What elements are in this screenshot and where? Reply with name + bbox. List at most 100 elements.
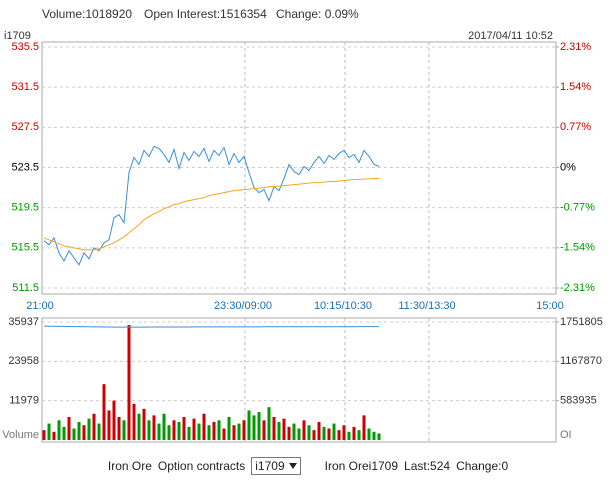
volume-bar [357, 430, 361, 440]
x-tick-label: 21:00 [26, 300, 54, 312]
volume-bar [242, 420, 246, 440]
x-tick-label: 10:15/10:30 [314, 300, 372, 312]
y-tick-label: 523.5 [11, 161, 39, 173]
last: Last:524 [404, 459, 451, 473]
y-tick-label: 23958 [8, 355, 39, 367]
volume-bar [202, 413, 206, 440]
chart: Volume:1018920 Open Interest:1516354 Cha… [2, 7, 603, 443]
volume-bar [322, 426, 326, 440]
y2-tick-label: 1.54% [560, 81, 591, 93]
volume-bar [167, 425, 171, 440]
x-tick-label: 11:30/13:30 [398, 300, 455, 312]
volume-bar [227, 417, 231, 440]
y2-tick-label: -1.54% [560, 242, 595, 254]
y2-tick-label: 0.77% [560, 121, 591, 133]
option-label: Option contracts [157, 459, 246, 473]
volume-bar [222, 428, 226, 440]
y-tick-label: 531.5 [11, 81, 39, 93]
volume-bar [52, 431, 56, 440]
y-tick-label: 11979 [9, 395, 39, 407]
volume-bar [172, 420, 176, 440]
volume-bar [372, 431, 376, 440]
volume-info: Volume:1018920 [42, 7, 132, 21]
volume-bar [197, 423, 201, 440]
x-tick-label: 23:30/09:00 [214, 300, 272, 312]
y2-tick-label: 1751805 [560, 316, 603, 328]
volume-bar [62, 426, 66, 440]
y2-axis-label: OI [560, 429, 572, 441]
volume-bar [247, 410, 251, 440]
volume-bar [362, 415, 366, 440]
volume-bar [212, 421, 216, 440]
volume-bar [307, 425, 311, 440]
volume-bar [282, 418, 286, 440]
volume-bar [367, 428, 371, 440]
volume-bar [312, 430, 316, 440]
volume-bar [297, 428, 301, 440]
volume-bar [122, 420, 126, 440]
volume-bar [302, 420, 306, 440]
volume-bar [82, 425, 86, 440]
volume-bar [107, 410, 111, 440]
volume-bar [332, 423, 336, 440]
volume-bar [152, 415, 156, 440]
change: Change:0 [456, 459, 509, 473]
volume-bar [157, 423, 161, 440]
volume-bar [287, 426, 291, 440]
volume-bar [257, 412, 261, 440]
y2-tick-label: -2.31% [560, 282, 595, 294]
dropdown-arrow [288, 463, 297, 469]
contract-info: Iron Orei1709 [324, 459, 399, 473]
product: Iron Ore [107, 459, 152, 473]
price-line [43, 178, 379, 251]
volume-bar [117, 417, 121, 440]
datetime: 2017/04/11 10:52 [468, 30, 553, 42]
open-interest-info: Open Interest:1516354 [144, 7, 267, 21]
volume-bar [217, 420, 221, 440]
volume-bar [77, 421, 81, 440]
volume-bar [147, 420, 151, 440]
volume-bar [47, 423, 51, 440]
footer: Iron Ore Option contracts i1709 Iron Ore… [0, 454, 616, 478]
volume-bar [102, 384, 106, 440]
oi-line [43, 325, 379, 328]
y2-tick-label: 2.31% [560, 41, 591, 53]
y-tick-label: 511.5 [12, 282, 39, 294]
volume-bar [162, 413, 166, 440]
volume-bar [207, 425, 211, 440]
volume-bar [342, 425, 346, 440]
volume-bar [127, 325, 131, 440]
volume-bar [317, 421, 321, 440]
y-tick-label: 535.5 [11, 41, 39, 53]
volume-bar [377, 433, 381, 440]
volume-bar [187, 426, 191, 440]
change-info: Change: 0.09% [276, 7, 359, 21]
price-line [43, 145, 380, 266]
price-frame [41, 41, 557, 295]
volume-bar [67, 417, 71, 440]
contract-select[interactable]: i1709 [251, 457, 301, 475]
volume-bar [192, 418, 196, 440]
volume-bar [277, 421, 281, 440]
volume-bar [237, 423, 241, 440]
volume-bar [112, 400, 116, 440]
volume-bar [267, 407, 271, 440]
volume-bar [272, 417, 276, 440]
volume-bar [177, 421, 181, 440]
volume-bar [92, 413, 96, 440]
volume-bar [347, 431, 351, 440]
volume-bar [42, 430, 46, 440]
volume-bar [252, 415, 256, 440]
volume-bar [87, 418, 91, 440]
volume-bar [337, 430, 341, 440]
y2-tick-label: -0.77% [560, 202, 595, 214]
volume-bar [57, 420, 61, 440]
y2-tick-label: 583935 [560, 395, 597, 407]
y-tick-label: 35937 [8, 316, 39, 328]
y-tick-label: 527.5 [11, 121, 39, 133]
symbol: i1709 [4, 30, 31, 42]
y-tick-label: 519.5 [11, 202, 39, 214]
y-axis-label: Volume [2, 429, 39, 441]
volume-bar [72, 428, 76, 440]
